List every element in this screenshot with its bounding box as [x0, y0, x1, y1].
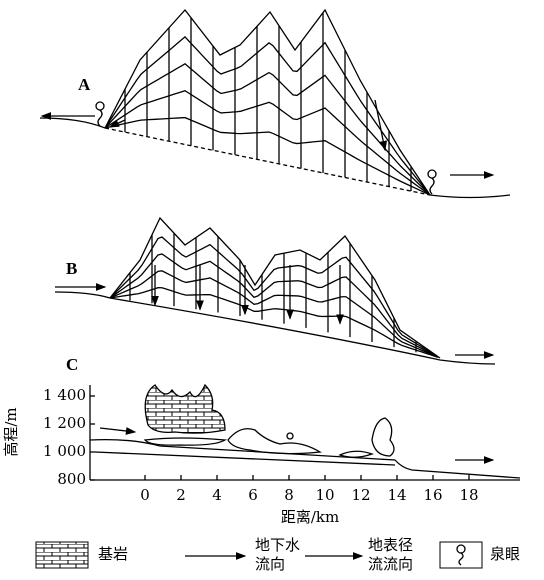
ground	[94, 451, 396, 466]
ground	[39, 117, 106, 129]
contour	[109, 287, 439, 358]
x-tick-label: 14	[387, 486, 406, 504]
x-axis-label: 距离/km	[281, 508, 339, 526]
contour	[104, 63, 430, 195]
mountain-outline	[104, 8, 431, 196]
x-tick-label: 4	[212, 486, 222, 504]
panel-label: B	[66, 259, 77, 278]
y-axis-label: 高程/m	[2, 407, 20, 456]
x-tick-label: 2	[176, 486, 186, 504]
y-tick-label: 1 400	[43, 386, 86, 404]
y-tick-label: 1 000	[43, 442, 86, 460]
x-tick-label: 10	[315, 486, 334, 504]
contour	[104, 36, 430, 195]
contour	[109, 270, 439, 358]
legend-label: 地下水	[255, 536, 300, 554]
legend-label: 流流向	[368, 555, 413, 573]
contour	[104, 89, 430, 195]
contour	[109, 236, 439, 358]
x-tick-label: 12	[351, 486, 370, 504]
legend-label: 泉眼	[490, 545, 520, 563]
legend-label: 流向	[255, 555, 285, 573]
legend-swatch	[35, 541, 89, 569]
legend-swatch	[439, 541, 483, 569]
y-tick-label: 1 200	[43, 414, 86, 432]
x-tick-label: 8	[284, 486, 294, 504]
legend-label: 地表径	[368, 536, 413, 554]
x-tick-label: 16	[423, 486, 442, 504]
panel-label: A	[78, 75, 91, 94]
x-tick-label: 18	[459, 486, 478, 504]
spring	[427, 169, 437, 195]
rock-mass	[143, 383, 395, 458]
ground	[429, 194, 511, 199]
legend-label: 基岩	[98, 545, 128, 563]
ground	[109, 297, 496, 365]
spring	[95, 101, 105, 127]
arrow	[99, 427, 137, 435]
dashed-line	[104, 127, 431, 196]
x-tick-label: 0	[140, 486, 150, 504]
spring	[456, 544, 466, 566]
ground	[54, 291, 111, 299]
contour	[109, 253, 439, 358]
mountain-outline	[109, 216, 441, 359]
y-tick-label: 800	[57, 470, 86, 488]
x-tick-label: 6	[248, 486, 258, 504]
contour	[104, 116, 430, 196]
panel-label: C	[66, 355, 78, 374]
